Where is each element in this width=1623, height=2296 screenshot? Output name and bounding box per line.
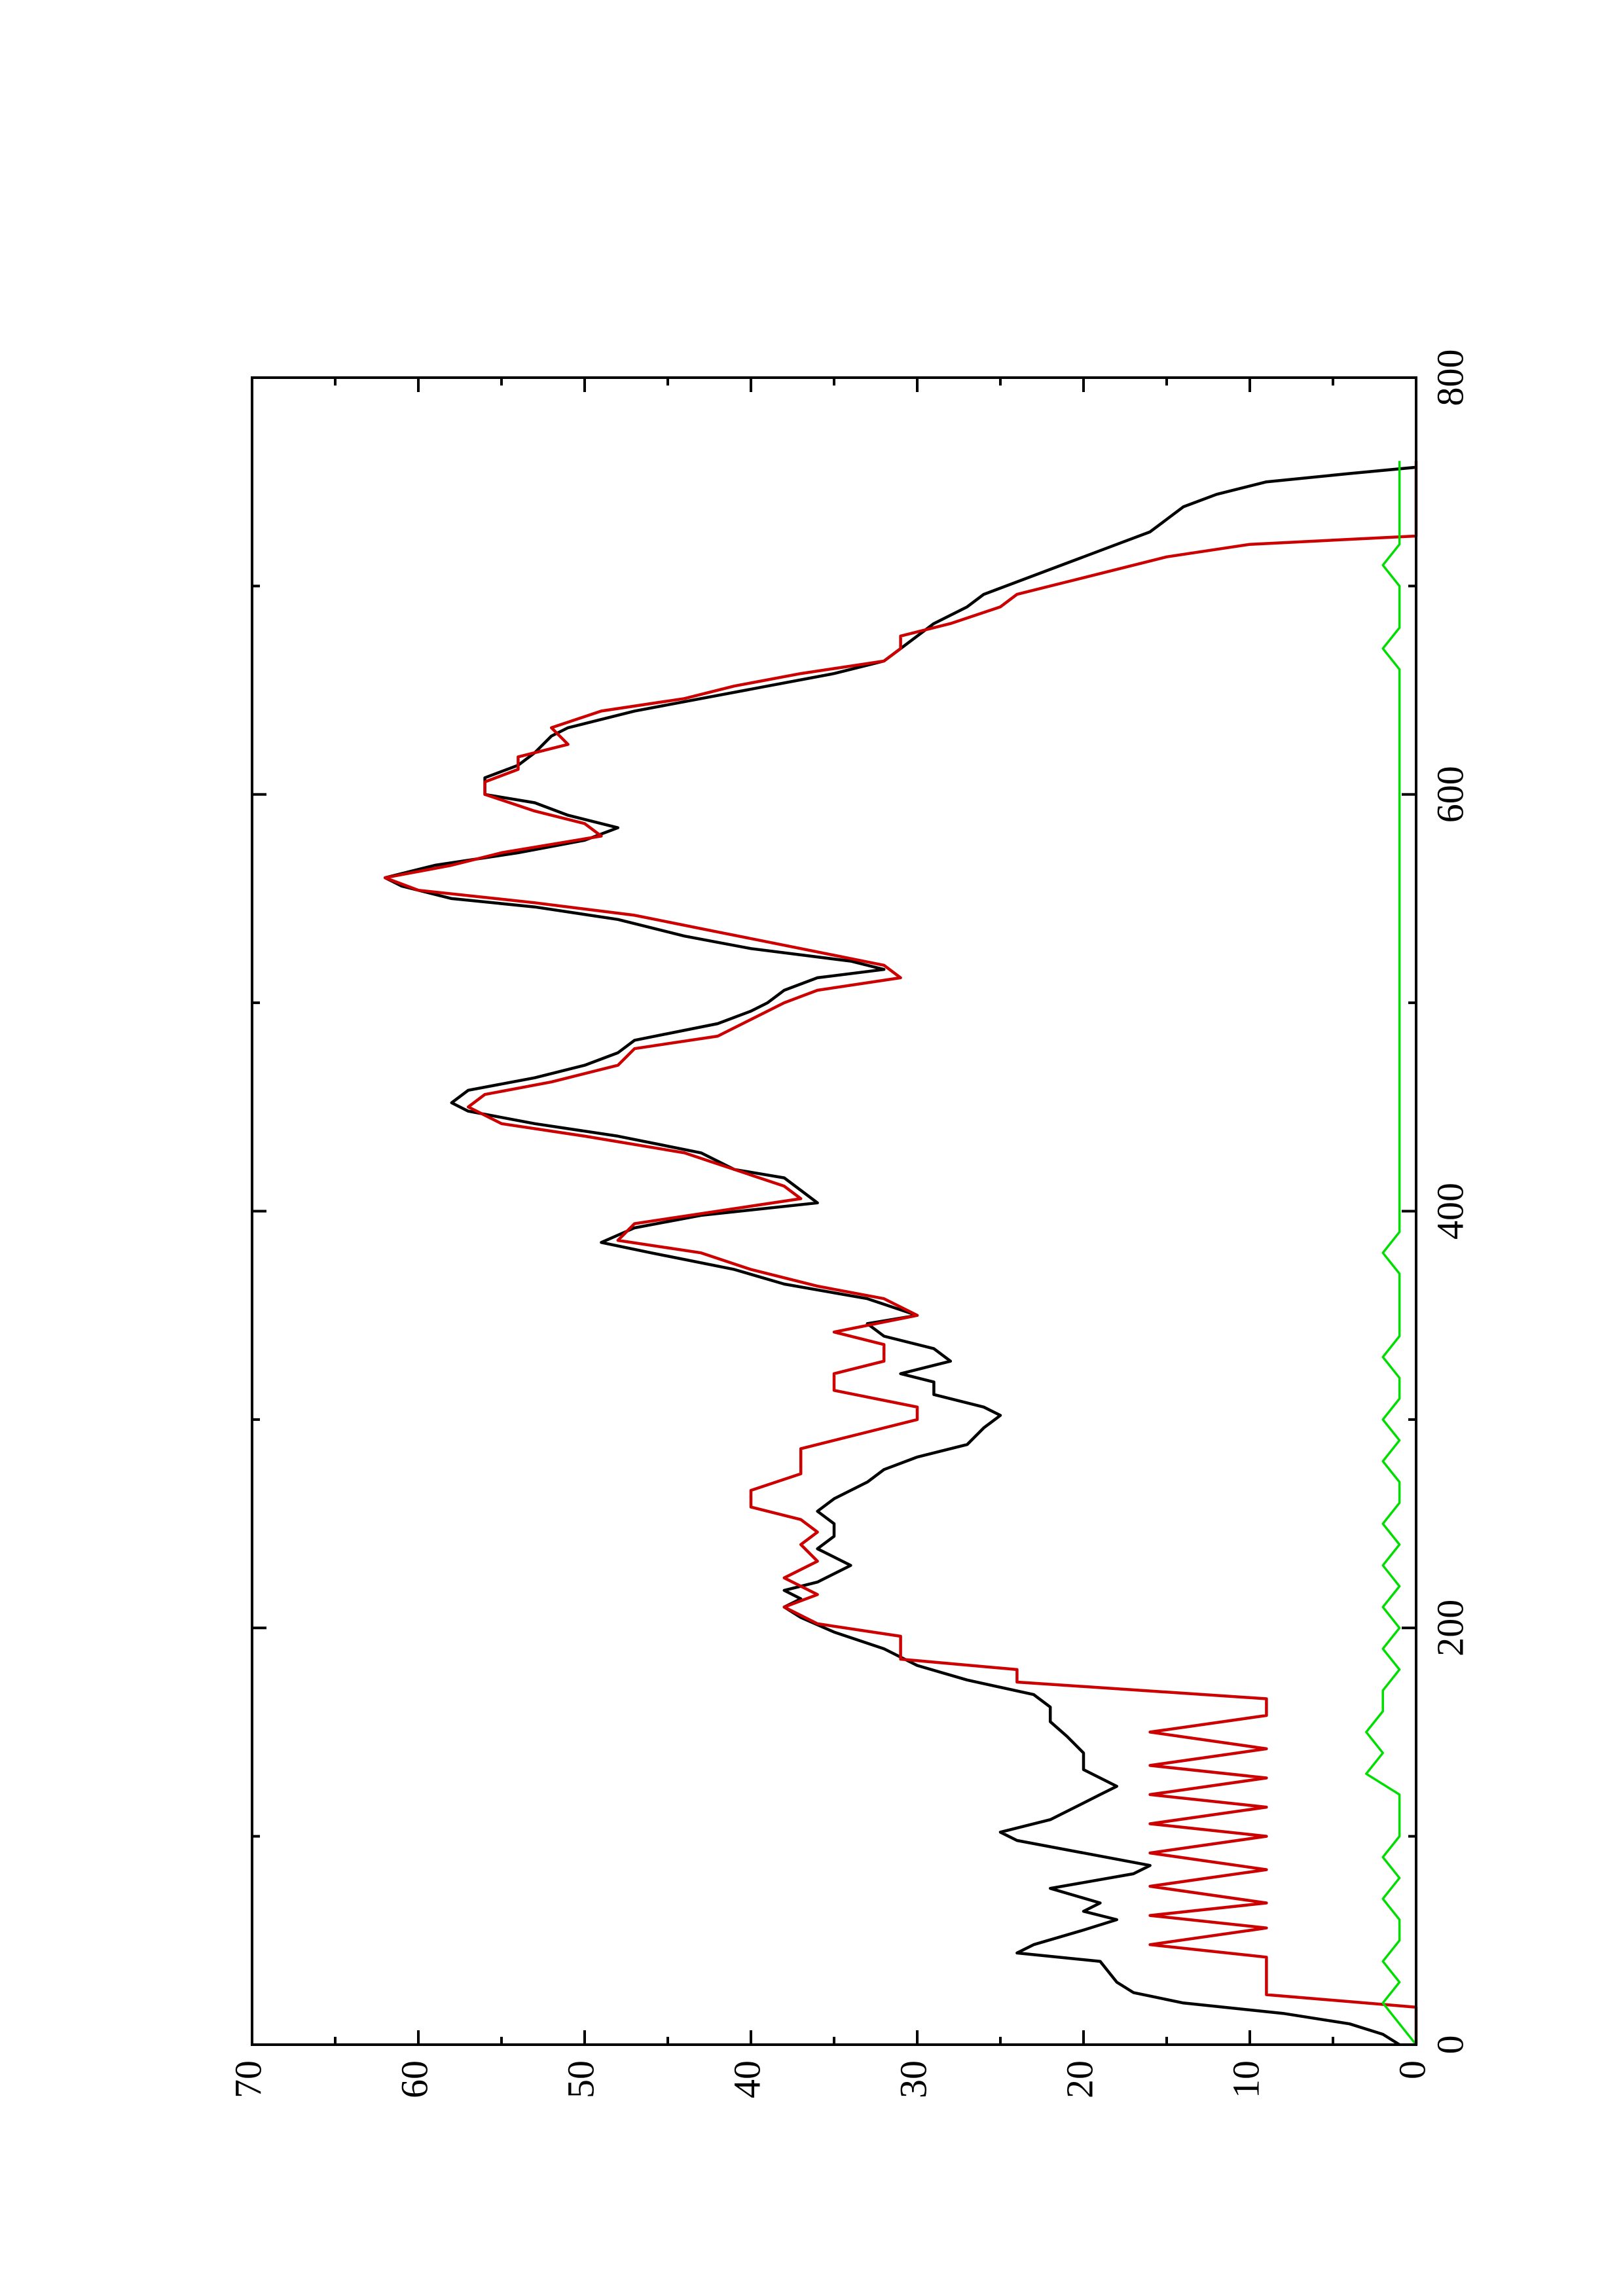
y-axis-ticks [251,378,1417,2045]
x-tick-label: 200 [1429,1600,1471,1657]
x-axis-ticks [252,376,1416,2046]
x-tick-label: 600 [1429,766,1471,823]
plot-frame [251,376,1417,2046]
y-tick-label: 50 [559,2060,602,2098]
series-line-3 [1365,461,1417,2046]
y-tick-label: 30 [892,2060,934,2098]
x-axis-tick-labels: 0 200 400 600 800 [1429,350,1471,2054]
x-tick-label: 400 [1429,1183,1471,1240]
x-tick-label: 800 [1429,350,1471,406]
plot-series [383,461,1418,2046]
y-tick-label: 10 [1224,2060,1267,2098]
y-tick-label: 60 [393,2060,435,2098]
x-tick-label: 0 [1429,2036,1471,2054]
y-tick-label: 20 [1058,2060,1101,2098]
y-tick-label: 0 [1391,2060,1433,2079]
series-line-2 [383,461,1418,2045]
series-line-1 [383,465,1417,2046]
y-tick-label: 40 [725,2060,768,2098]
y-axis-tick-labels: 0 10 20 30 40 50 60 70 [227,2060,1433,2098]
y-tick-label: 70 [227,2060,269,2098]
